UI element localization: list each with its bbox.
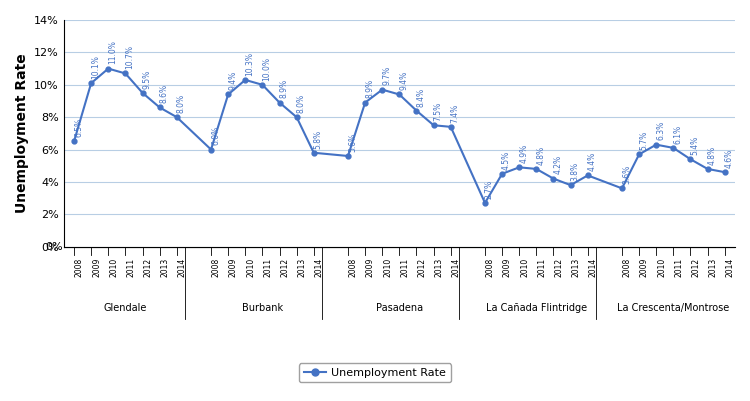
Text: 7.5%: 7.5% — [433, 102, 442, 121]
Text: 6.1%: 6.1% — [674, 125, 682, 144]
Text: 2010: 2010 — [246, 257, 255, 277]
Text: 2008: 2008 — [211, 257, 220, 277]
Text: Burbank: Burbank — [242, 303, 283, 313]
Text: 2009: 2009 — [640, 257, 649, 277]
Text: 4.5%: 4.5% — [502, 150, 511, 170]
Text: 2011: 2011 — [674, 257, 683, 277]
Text: 2011: 2011 — [400, 257, 410, 277]
Text: 8.0%: 8.0% — [297, 94, 306, 113]
Text: 6.0%: 6.0% — [211, 126, 220, 145]
Text: 2010: 2010 — [383, 257, 392, 277]
Text: 7.4%: 7.4% — [451, 103, 460, 123]
Text: 2011: 2011 — [537, 257, 546, 277]
Text: 8.0%: 8.0% — [177, 94, 186, 113]
Y-axis label: Unemployment Rate: Unemployment Rate — [14, 53, 28, 213]
Text: 2011: 2011 — [126, 257, 135, 277]
Text: 2014: 2014 — [314, 257, 323, 277]
Text: 2008: 2008 — [486, 257, 495, 277]
Text: 5.8%: 5.8% — [314, 130, 322, 149]
Text: 9.4%: 9.4% — [228, 71, 237, 90]
Text: 9.4%: 9.4% — [399, 71, 408, 90]
Legend: Unemployment Rate: Unemployment Rate — [299, 363, 451, 383]
Text: 2009: 2009 — [92, 257, 101, 277]
Text: 3.6%: 3.6% — [622, 165, 631, 184]
Text: 2008: 2008 — [349, 257, 358, 277]
Text: 2013: 2013 — [298, 257, 307, 277]
Text: 10.3%: 10.3% — [245, 52, 254, 76]
Text: 2014: 2014 — [178, 257, 187, 277]
Text: 5.6%: 5.6% — [348, 133, 357, 152]
Text: 2012: 2012 — [280, 257, 290, 277]
Text: 4.6%: 4.6% — [724, 149, 734, 168]
Text: 2012: 2012 — [554, 257, 563, 277]
Text: 5.7%: 5.7% — [639, 131, 648, 150]
Text: 4.4%: 4.4% — [588, 152, 597, 171]
Text: 2008: 2008 — [622, 257, 632, 277]
Text: 2013: 2013 — [709, 257, 718, 277]
Text: 3.8%: 3.8% — [571, 162, 580, 181]
Text: 5.4%: 5.4% — [691, 136, 700, 155]
Text: Glendale: Glendale — [104, 303, 147, 313]
Text: 6.3%: 6.3% — [656, 121, 665, 140]
Text: 4.9%: 4.9% — [519, 144, 528, 163]
Text: 2011: 2011 — [263, 257, 272, 277]
Text: 10.1%: 10.1% — [92, 55, 100, 79]
Text: 4.8%: 4.8% — [707, 146, 716, 165]
Text: 2008: 2008 — [75, 257, 84, 277]
Text: 8.9%: 8.9% — [365, 79, 374, 98]
Text: 2014: 2014 — [452, 257, 460, 277]
Text: 9.5%: 9.5% — [142, 69, 152, 89]
Text: 2009: 2009 — [503, 257, 512, 277]
Text: 8.9%: 8.9% — [280, 79, 289, 98]
Text: 2012: 2012 — [692, 257, 700, 277]
Text: 2.7%: 2.7% — [485, 180, 494, 199]
Text: 10.7%: 10.7% — [125, 45, 134, 69]
Text: 2010: 2010 — [657, 257, 666, 277]
Text: 2013: 2013 — [160, 257, 170, 277]
Text: 4.8%: 4.8% — [536, 146, 545, 165]
Text: 8.6%: 8.6% — [160, 84, 169, 103]
Text: 6.5%: 6.5% — [74, 118, 83, 137]
Text: 9.7%: 9.7% — [382, 66, 392, 85]
Text: 2014: 2014 — [725, 257, 734, 277]
Text: 11.0%: 11.0% — [108, 41, 117, 65]
Text: 2014: 2014 — [589, 257, 598, 277]
Text: 2013: 2013 — [434, 257, 443, 277]
Text: 2012: 2012 — [143, 257, 152, 277]
Text: 2010: 2010 — [520, 257, 529, 277]
Text: 2009: 2009 — [366, 257, 375, 277]
Text: 2010: 2010 — [110, 257, 118, 277]
Text: 2013: 2013 — [572, 257, 580, 277]
Text: 4.2%: 4.2% — [554, 155, 562, 174]
Text: 2012: 2012 — [417, 257, 426, 277]
Text: La Crescenta/Montrose: La Crescenta/Montrose — [617, 303, 730, 313]
Text: La Cañada Flintridge: La Cañada Flintridge — [486, 303, 587, 313]
Text: 2009: 2009 — [229, 257, 238, 277]
Text: Pasadena: Pasadena — [376, 303, 423, 313]
Text: 8.4%: 8.4% — [416, 87, 425, 107]
Text: 0%: 0% — [45, 242, 63, 251]
Text: 10.0%: 10.0% — [262, 57, 272, 81]
